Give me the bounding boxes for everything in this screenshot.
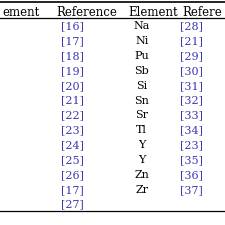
Text: Ni: Ni xyxy=(135,36,148,46)
Text: [19]: [19] xyxy=(61,66,83,76)
Text: [37]: [37] xyxy=(180,185,203,195)
Text: Na: Na xyxy=(134,21,150,31)
Text: ement: ement xyxy=(2,6,40,19)
Text: [31]: [31] xyxy=(180,81,203,91)
Text: [27]: [27] xyxy=(61,200,83,209)
Text: [22]: [22] xyxy=(61,110,83,120)
Text: [24]: [24] xyxy=(61,140,83,150)
Text: [32]: [32] xyxy=(180,96,203,106)
Text: Pu: Pu xyxy=(134,51,149,61)
Text: Tl: Tl xyxy=(136,125,147,135)
Text: [21]: [21] xyxy=(61,96,83,106)
Text: [23]: [23] xyxy=(61,125,83,135)
Text: [35]: [35] xyxy=(180,155,203,165)
Text: [21]: [21] xyxy=(180,36,203,46)
Text: [34]: [34] xyxy=(180,125,203,135)
Text: Y: Y xyxy=(138,140,145,150)
Text: Si: Si xyxy=(136,81,147,91)
Text: [17]: [17] xyxy=(61,185,83,195)
Text: Zn: Zn xyxy=(134,170,149,180)
Text: Y: Y xyxy=(138,155,145,165)
Text: [20]: [20] xyxy=(61,81,83,91)
Text: [33]: [33] xyxy=(180,110,203,120)
Text: [25]: [25] xyxy=(61,155,83,165)
Text: Sb: Sb xyxy=(134,66,149,76)
Text: [30]: [30] xyxy=(180,66,203,76)
Text: Sn: Sn xyxy=(134,96,149,106)
Text: Element: Element xyxy=(128,6,178,19)
Text: [29]: [29] xyxy=(180,51,203,61)
Text: [28]: [28] xyxy=(180,21,203,31)
Text: [36]: [36] xyxy=(180,170,203,180)
Text: [23]: [23] xyxy=(180,140,203,150)
Text: Refere: Refere xyxy=(182,6,222,19)
Text: [18]: [18] xyxy=(61,51,83,61)
Text: Sr: Sr xyxy=(135,110,148,120)
Text: [17]: [17] xyxy=(61,36,83,46)
Text: [26]: [26] xyxy=(61,170,83,180)
Text: [16]: [16] xyxy=(61,21,83,31)
Text: Reference: Reference xyxy=(56,6,117,19)
Text: Zr: Zr xyxy=(135,185,148,195)
